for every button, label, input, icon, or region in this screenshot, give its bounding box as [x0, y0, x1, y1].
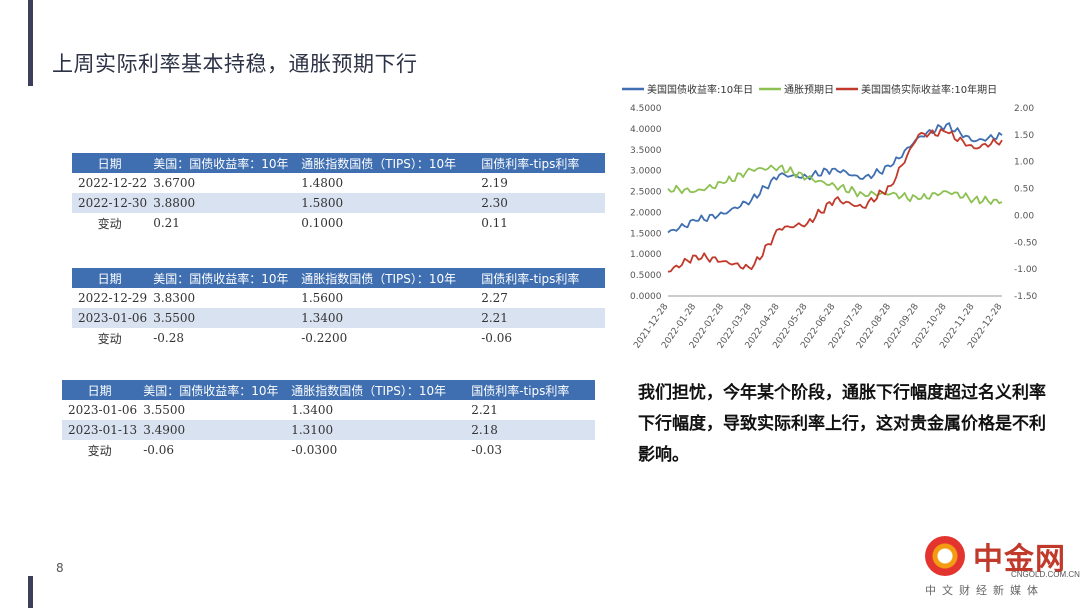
cell-yield: -0.06 — [143, 443, 174, 457]
logo-domain: CNGOLD.COM.CN — [1011, 570, 1080, 579]
logo-tagline: 中文财经新媒体 — [925, 584, 1044, 597]
table-row: 2023-01-13 3.4900 1.3100 2.18 — [62, 420, 596, 440]
right-axis-tick-label: -1.50 — [1014, 292, 1038, 302]
col-header-date: 日期 — [62, 380, 138, 400]
table-row: 2022-12-22 3.6700 1.4800 2.19 — [72, 173, 605, 193]
page-number: 8 — [56, 561, 64, 575]
right-axis-tick-label: 1.50 — [1014, 131, 1034, 141]
brand-logo: 中金网 CNGOLD.COM.CN 中文财经新媒体 — [915, 532, 1080, 604]
right-axis-tick-label: 1.00 — [1014, 158, 1034, 168]
col-header-yield: 美国：国债收益率：10年 — [137, 380, 286, 400]
table-row: 2022-12-30 3.8800 1.5800 2.30 — [72, 193, 606, 213]
cell-tips: 1.3100 — [285, 420, 466, 440]
col-header-spread: 国债利率-tips利率 — [465, 380, 596, 400]
rate-table-1: 日期 美国：国债收益率：10年 通胀指数国债（TIPS）：10年 国债利率-ti… — [72, 153, 606, 233]
cell-spread: 2.21 — [471, 403, 498, 417]
cell-tips: -0.0300 — [291, 443, 338, 457]
series-line-1 — [667, 122, 1003, 234]
left-axis-tick-label: 3.0000 — [630, 167, 662, 177]
col-header-yield: 美国：国债收益率：10年 — [147, 268, 296, 288]
cell-yield: 3.8800 — [147, 193, 296, 213]
right-axis-tick-label: 0.00 — [1014, 211, 1034, 221]
cell-spread: 0.11 — [481, 216, 508, 230]
logo-emblem-icon — [925, 536, 965, 576]
accent-bar-bottom — [28, 576, 33, 608]
col-header-tips: 通胀指数国债（TIPS）：10年 — [285, 380, 466, 400]
commentary-text: 我们担忧，今年某个阶段，通胀下行幅度超过名义利率下行幅度，导致实际利率上行，这对… — [638, 383, 1046, 465]
cell-yield: -0.28 — [153, 331, 184, 345]
cell-spread: 2.18 — [465, 420, 596, 440]
cell-date: 2023-01-13 — [62, 420, 138, 440]
col-header-spread: 国债利率-tips利率 — [475, 153, 606, 173]
cell-date: 2023-01-06 — [72, 308, 148, 328]
accent-bar-top — [28, 0, 33, 86]
col-header-yield: 美国：国债收益率：10年 — [147, 153, 296, 173]
col-header-tips: 通胀指数国债（TIPS）：10年 — [295, 268, 476, 288]
cell-tips: 0.1000 — [301, 216, 344, 230]
right-axis-tick-label: 0.50 — [1014, 185, 1034, 195]
cell-change-label: 变动 — [97, 331, 122, 346]
legend-label: 通胀预期日 — [784, 84, 834, 96]
legend-label: 美国国债实际收益率:10年期日 — [861, 83, 997, 96]
left-axis-tick-label: 2.5000 — [630, 188, 662, 198]
cell-yield: 3.8300 — [153, 291, 196, 305]
table-row: 2022-12-29 3.8300 1.5600 2.27 — [72, 288, 605, 308]
left-axis-tick-label: 4.5000 — [630, 104, 662, 114]
col-header-date: 日期 — [72, 153, 148, 173]
series-line-2 — [667, 164, 1003, 205]
cell-yield: 3.5500 — [147, 308, 296, 328]
right-axis-tick-label: -1.00 — [1014, 265, 1038, 275]
right-axis-tick-label: 2.00 — [1014, 104, 1034, 114]
table-row: 2023-01-06 3.5500 1.3400 2.21 — [72, 308, 606, 328]
rate-table-3: 日期 美国：国债收益率：10年 通胀指数国债（TIPS）：10年 国债利率-ti… — [62, 380, 596, 460]
cell-date: 2022-12-30 — [72, 193, 148, 213]
table-row: 变动 -0.06 -0.0300 -0.03 — [62, 440, 595, 460]
table-header-row: 日期 美国：国债收益率：10年 通胀指数国债（TIPS）：10年 国债利率-ti… — [62, 380, 596, 400]
table-header-row: 日期 美国：国债收益率：10年 通胀指数国债（TIPS）：10年 国债利率-ti… — [72, 268, 606, 288]
cell-change-label: 变动 — [97, 216, 122, 231]
cell-spread: 2.19 — [481, 176, 508, 190]
cell-date: 2023-01-06 — [68, 403, 138, 417]
cell-yield: 3.6700 — [153, 176, 196, 190]
table-row: 2023-01-06 3.5500 1.3400 2.21 — [62, 400, 595, 420]
page-title: 上周实际利率基本持稳，通胀预期下行 — [52, 52, 418, 76]
cell-yield: 3.4900 — [137, 420, 286, 440]
cell-tips: 1.3400 — [291, 403, 334, 417]
left-axis-tick-label: 0.5000 — [630, 271, 662, 281]
cell-tips: 1.5800 — [295, 193, 476, 213]
series-line-3 — [667, 128, 1003, 273]
cell-date: 2022-12-29 — [78, 291, 148, 305]
cell-spread: 2.30 — [475, 193, 606, 213]
cell-tips: 1.5600 — [301, 291, 344, 305]
cell-change-label: 变动 — [87, 443, 112, 458]
right-axis-tick-label: -0.50 — [1014, 238, 1038, 248]
left-axis-tick-label: 1.5000 — [630, 229, 662, 239]
legend-label: 美国国债收益率:10年日 — [647, 83, 753, 96]
col-header-tips: 通胀指数国债（TIPS）：10年 — [295, 153, 476, 173]
left-axis-tick-label: 3.5000 — [630, 146, 662, 156]
cell-tips: 1.4800 — [301, 176, 344, 190]
left-axis-tick-label: 4.0000 — [630, 125, 662, 135]
cell-spread: -0.06 — [481, 331, 512, 345]
col-header-date: 日期 — [72, 268, 148, 288]
cell-tips: -0.2200 — [301, 331, 348, 345]
cell-spread: 2.21 — [475, 308, 606, 328]
left-axis-tick-label: 0.0000 — [630, 292, 662, 302]
cell-date: 2022-12-22 — [78, 176, 148, 190]
table-row: 变动 0.21 0.1000 0.11 — [72, 213, 605, 233]
left-axis-tick-label: 2.0000 — [630, 208, 662, 218]
col-header-spread: 国债利率-tips利率 — [475, 268, 606, 288]
cell-tips: 1.3400 — [295, 308, 476, 328]
cell-spread: -0.03 — [471, 443, 502, 457]
table-header-row: 日期 美国：国债收益率：10年 通胀指数国债（TIPS）：10年 国债利率-ti… — [72, 153, 606, 173]
table-row: 变动 -0.28 -0.2200 -0.06 — [72, 328, 605, 348]
yield-line-chart: 美国国债收益率:10年日 通胀预期日 美国国债实际收益率:10年期日 0.0000 0.… — [622, 83, 1038, 351]
left-axis-tick-label: 1.0000 — [630, 250, 662, 260]
cell-yield: 0.21 — [153, 216, 180, 230]
logo-name: 中金网 — [973, 542, 1066, 577]
cell-spread: 2.27 — [481, 291, 508, 305]
rate-table-2: 日期 美国：国债收益率：10年 通胀指数国债（TIPS）：10年 国债利率-ti… — [72, 268, 606, 348]
cell-yield: 3.5500 — [143, 403, 186, 417]
